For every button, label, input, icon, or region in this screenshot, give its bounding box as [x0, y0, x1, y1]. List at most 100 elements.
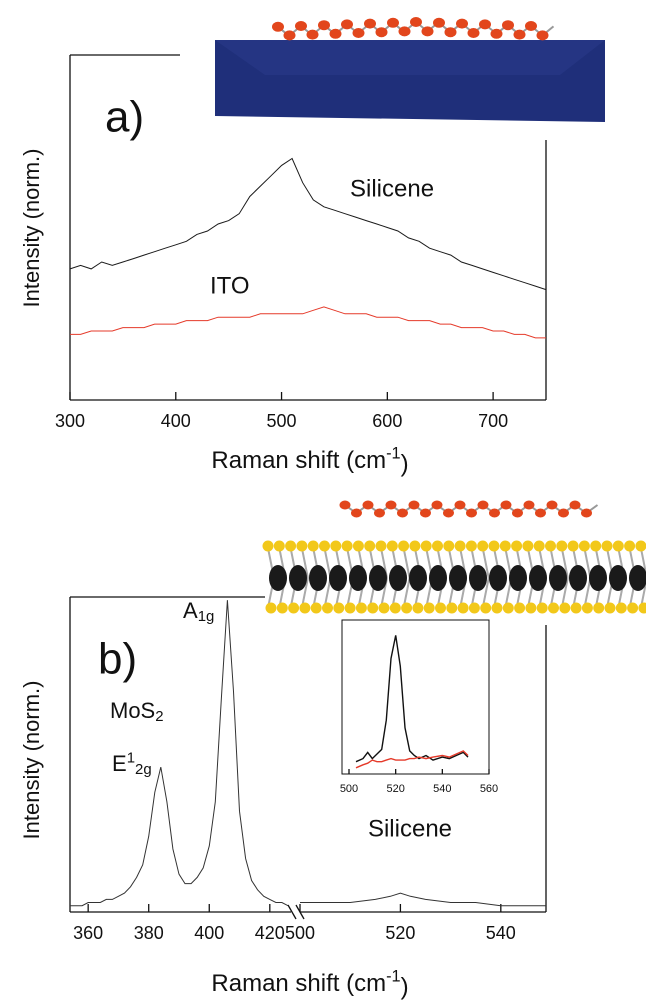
bond — [402, 547, 411, 579]
atom — [364, 18, 376, 29]
sulfur-atom — [593, 602, 605, 614]
sulfur-atom — [322, 602, 333, 614]
atom — [500, 500, 512, 510]
x-tick-label: 520 — [385, 923, 415, 943]
sulfur-atom — [615, 602, 627, 614]
molybdenum-atom — [449, 565, 467, 591]
atom — [421, 26, 434, 37]
x-axis-label-part: ) — [401, 451, 409, 478]
spectrum-line — [70, 306, 546, 339]
molybdenum-atom — [489, 565, 507, 591]
mode-label: A1g — [183, 598, 214, 625]
x-tick-label: 700 — [478, 411, 508, 431]
sulfur-atom — [307, 540, 319, 552]
sulfur-atom — [386, 540, 398, 552]
panel-label: b) — [98, 635, 137, 684]
sulfur-atom — [545, 540, 556, 552]
axis-break — [295, 904, 305, 920]
atom — [467, 28, 480, 38]
atom — [489, 508, 500, 518]
atom — [341, 19, 353, 30]
material-label-part: 2 — [155, 708, 163, 725]
molybdenum-atom — [589, 565, 607, 591]
x-axis-label: Raman shift (cm-1) — [211, 445, 408, 478]
mode-label-part: 1 — [127, 749, 135, 766]
molybdenum-atom — [269, 565, 287, 591]
atom — [456, 18, 468, 29]
x-axis-label-part: -1 — [386, 445, 401, 463]
molybdenum-atom — [469, 565, 487, 591]
sulfur-atom — [499, 540, 511, 552]
substrate-shade — [215, 40, 605, 75]
sulfur-atom — [570, 602, 582, 614]
sulfur-atom — [556, 540, 568, 552]
atom — [351, 508, 362, 518]
sulfur-atom — [627, 602, 639, 614]
sulfur-atom — [276, 602, 288, 614]
bond — [560, 547, 569, 579]
atom — [339, 500, 351, 510]
x-tick-label: 360 — [73, 923, 103, 943]
sulfur-atom — [443, 540, 455, 552]
molybdenum-atom — [529, 565, 547, 591]
sulfur-atom — [319, 540, 330, 552]
spectrum-line — [69, 157, 547, 291]
molybdenum-atom — [349, 565, 367, 591]
atom — [398, 26, 411, 37]
sulfur-atom — [341, 540, 353, 552]
atom — [283, 30, 296, 41]
sulfur-atom — [536, 602, 548, 614]
atom — [431, 500, 443, 510]
sulfur-atom — [420, 540, 432, 552]
molybdenum-atom — [409, 565, 427, 591]
spectrum-line — [70, 600, 289, 907]
atom — [385, 500, 397, 510]
sulfur-atom — [409, 540, 421, 552]
sulfur-atom — [502, 602, 514, 614]
bond — [481, 547, 490, 579]
molybdenum-atom — [329, 565, 347, 591]
sulfur-atom — [375, 540, 387, 552]
sulfur-atom — [285, 540, 297, 552]
sulfur-atom — [432, 540, 443, 552]
spectrum-line — [355, 635, 469, 763]
atom — [512, 508, 523, 518]
sulfur-atom — [435, 602, 446, 614]
x-axis-label-part: Raman shift (cm — [211, 447, 386, 474]
sulfur-atom — [446, 602, 458, 614]
x-tick-label: 560 — [480, 783, 498, 795]
atom — [352, 28, 365, 38]
x-axis-label: Raman shift (cm-1) — [211, 968, 408, 1001]
peak-label: Silicene — [368, 815, 452, 842]
x-axis-label-part: Raman shift (cm — [211, 970, 386, 997]
sulfur-atom — [567, 540, 579, 552]
sulfur-atom — [590, 540, 602, 552]
bond — [323, 547, 332, 579]
sulfur-atom — [491, 602, 503, 614]
sulfur-atom — [310, 602, 322, 614]
atom — [408, 500, 420, 510]
sulfur-atom — [352, 540, 364, 552]
molybdenum-atom — [509, 565, 527, 591]
atom — [444, 27, 457, 38]
sulfur-atom — [533, 540, 545, 552]
atom — [306, 29, 319, 40]
material-label-part: MoS — [110, 698, 155, 723]
sulfur-atom — [578, 540, 590, 552]
atom — [329, 28, 342, 39]
x-tick-label: 420 — [255, 923, 285, 943]
sulfur-atom — [548, 602, 559, 614]
molybdenum-atom — [629, 565, 646, 591]
atom — [420, 508, 431, 518]
x-tick-label: 520 — [386, 783, 404, 795]
sulfur-atom — [468, 602, 480, 614]
atom — [454, 500, 466, 510]
sulfur-atom — [601, 540, 613, 552]
atom — [536, 30, 549, 41]
molybdenum-atom — [609, 565, 627, 591]
sulfur-atom — [465, 540, 477, 552]
atom — [466, 508, 477, 518]
bond — [583, 547, 592, 579]
axis-break — [287, 904, 297, 920]
sulfur-atom — [635, 540, 646, 552]
